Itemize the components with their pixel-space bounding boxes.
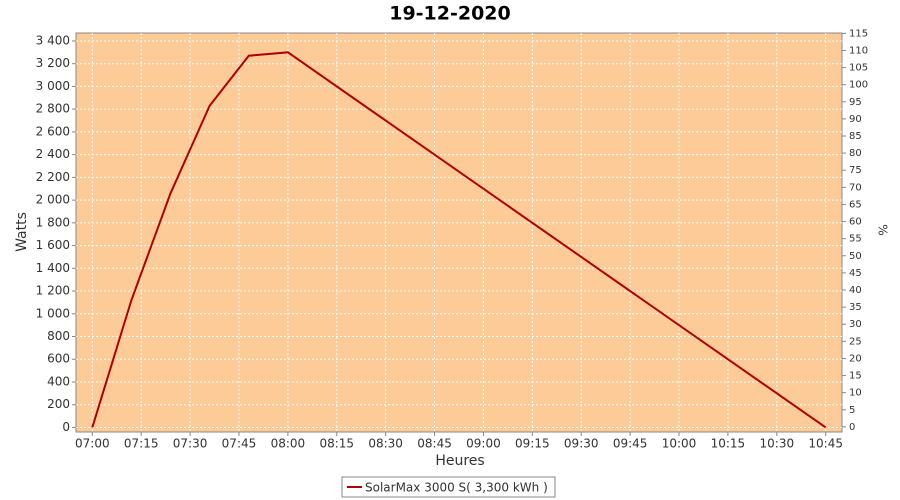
y2-tick-label: 15: [849, 371, 862, 382]
y-tick-label: 2 400: [36, 147, 70, 161]
y2-tick-label: 40: [849, 285, 862, 296]
y2-tick-label: 80: [849, 148, 862, 159]
y2-tick-label: 35: [849, 302, 862, 313]
x-tick-label: 10:15: [711, 437, 746, 451]
y2-tick-label: 95: [849, 97, 862, 108]
y-tick-label: 3 400: [36, 33, 70, 47]
y-tick-label: 1 600: [36, 238, 70, 252]
y-tick-label: 3 200: [36, 56, 70, 70]
x-tick-label: 08:30: [368, 437, 403, 451]
y-tick-label: 1 800: [36, 215, 70, 229]
x-tick-label: 07:45: [222, 437, 257, 451]
x-tick-label: 07:15: [124, 437, 159, 451]
y2-tick-label: 70: [849, 182, 862, 193]
y-tick-label: 800: [47, 329, 70, 343]
y2-tick-label: 85: [849, 131, 862, 142]
x-tick-label: 10:45: [808, 437, 843, 451]
y-tick-label: 200: [47, 397, 70, 411]
y2-tick-label: 25: [849, 336, 862, 347]
legend: [341, 476, 556, 498]
x-tick-label: 08:45: [417, 437, 452, 451]
y2-tick-label: 10: [849, 388, 862, 399]
x-tick-label: 07:30: [173, 437, 208, 451]
x-tick-label: 09:00: [466, 437, 501, 451]
y-tick-label: 0: [62, 420, 70, 434]
y-tick-label: 1 000: [36, 306, 70, 320]
y-tick-label: 3 000: [36, 79, 70, 93]
x-tick-label: 09:15: [515, 437, 550, 451]
series-line: [91, 51, 827, 429]
x-axis-label: Heures: [435, 453, 484, 469]
y2-tick-label: 50: [849, 251, 862, 262]
legend-label: SolarMax 3000 S( 3,300 kWh ): [365, 481, 548, 495]
x-tick-label: 09:30: [564, 437, 599, 451]
y-tick-label: 2 800: [36, 102, 70, 116]
y2-tick-label: 30: [849, 319, 862, 330]
y2-tick-label: 65: [849, 199, 862, 210]
x-tick-label: 09:45: [613, 437, 648, 451]
y-tick-label: 2 600: [36, 124, 70, 138]
plot-area: [75, 32, 843, 433]
y-axis-label: Watts: [14, 212, 30, 252]
x-tick-label: 10:00: [662, 437, 697, 451]
x-tick-label: 08:00: [271, 437, 306, 451]
y-tick-label: 1 400: [36, 261, 70, 275]
y2-tick-label: 60: [849, 217, 862, 228]
y2-tick-label: 0: [849, 422, 855, 433]
y2-tick-label: 100: [849, 80, 868, 91]
y-tick-label: 2 200: [36, 170, 70, 184]
y-tick-label: 400: [47, 374, 70, 388]
y2-tick-label: 45: [849, 268, 862, 279]
y2-tick-label: 55: [849, 234, 862, 245]
y2-tick-label: 20: [849, 353, 862, 364]
y-tick-label: 1 200: [36, 284, 70, 298]
y2-tick-label: 75: [849, 165, 862, 176]
chart-title: 19-12-2020: [389, 3, 511, 25]
y-tick-label: 2 000: [36, 193, 70, 207]
x-tick-label: 10:30: [760, 437, 795, 451]
x-tick-label: 08:15: [319, 437, 354, 451]
y2-tick-label: 90: [849, 114, 862, 125]
y2-tick-label: 5: [849, 405, 855, 416]
y-tick-label: 600: [47, 352, 70, 366]
y2-axis-label: %: [876, 224, 890, 235]
y2-tick-label: 115: [849, 28, 868, 39]
y2-tick-label: 110: [849, 45, 868, 56]
x-tick-label: 07:00: [75, 437, 110, 451]
y2-tick-label: 105: [849, 63, 868, 74]
